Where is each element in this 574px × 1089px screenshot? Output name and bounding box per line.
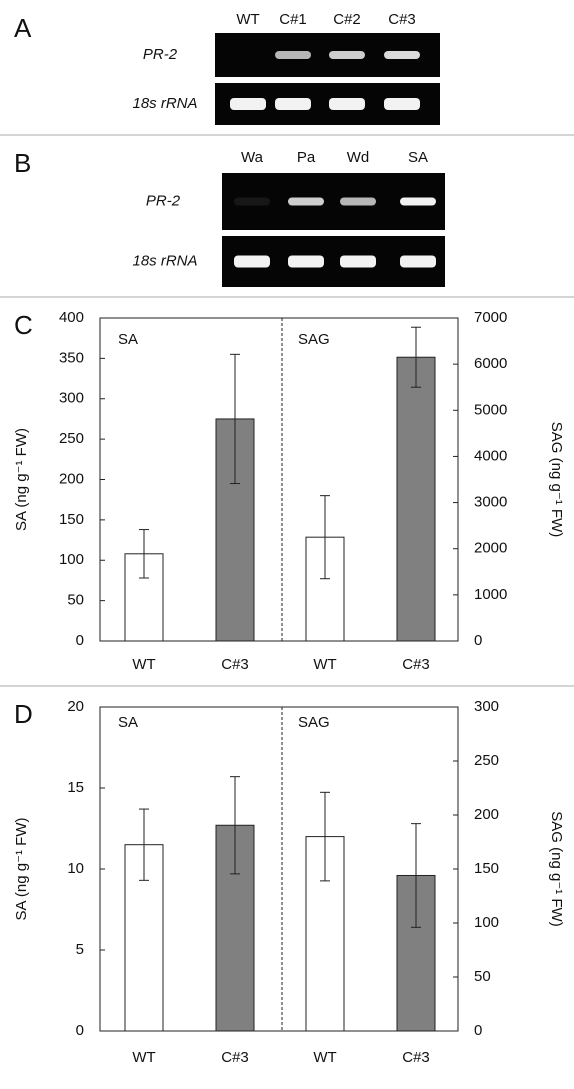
gene-label: PR-2 bbox=[146, 192, 181, 209]
gel-band bbox=[234, 197, 270, 206]
x-tick-label: C#3 bbox=[402, 656, 430, 673]
gel-band bbox=[329, 51, 365, 59]
y-tick-label: 50 bbox=[67, 592, 84, 609]
y2-tick-label: 5000 bbox=[474, 401, 507, 418]
gel-band bbox=[275, 51, 311, 59]
gel-band bbox=[384, 51, 420, 59]
y-tick-label: 10 bbox=[67, 860, 84, 877]
y2-tick-label: 2000 bbox=[474, 540, 507, 557]
gel-band bbox=[400, 197, 436, 206]
y-tick-label: 5 bbox=[76, 941, 84, 958]
y-tick-label: 0 bbox=[76, 632, 84, 649]
y2-axis-title: SAG (ng g⁻¹ FW) bbox=[548, 811, 565, 926]
y-tick-label: 100 bbox=[59, 551, 84, 568]
y-tick-label: 300 bbox=[59, 390, 84, 407]
series-label: SAG bbox=[298, 331, 330, 348]
y2-tick-label: 50 bbox=[474, 968, 491, 985]
gene-label: 18s rRNA bbox=[132, 252, 197, 269]
lane-label: Pa bbox=[297, 149, 316, 166]
y-tick-label: 400 bbox=[59, 309, 84, 326]
y2-tick-label: 7000 bbox=[474, 309, 507, 326]
panel-label: D bbox=[14, 699, 33, 729]
y2-tick-label: 3000 bbox=[474, 494, 507, 511]
gene-label: 18s rRNA bbox=[132, 95, 197, 112]
gel-band bbox=[329, 98, 365, 110]
lane-label: Wd bbox=[347, 149, 370, 166]
y-tick-label: 15 bbox=[67, 779, 84, 796]
y-tick-label: 250 bbox=[59, 430, 84, 447]
y-tick-label: 200 bbox=[59, 470, 84, 487]
lane-label: SA bbox=[408, 149, 428, 166]
gel-band bbox=[400, 255, 436, 268]
y2-tick-label: 100 bbox=[474, 914, 499, 931]
y2-tick-label: 150 bbox=[474, 860, 499, 877]
gel-band bbox=[340, 255, 376, 268]
x-tick-label: WT bbox=[313, 1049, 336, 1066]
x-tick-label: WT bbox=[132, 656, 155, 673]
y-tick-label: 0 bbox=[76, 1022, 84, 1039]
gel-band bbox=[340, 197, 376, 206]
y-tick-label: 20 bbox=[67, 698, 84, 715]
series-label: SAG bbox=[298, 714, 330, 731]
y2-tick-label: 0 bbox=[474, 1022, 482, 1039]
lane-label: C#3 bbox=[388, 11, 416, 28]
y2-tick-label: 4000 bbox=[474, 447, 507, 464]
gel-band bbox=[234, 255, 270, 268]
gel-band bbox=[275, 98, 311, 110]
y2-tick-label: 200 bbox=[474, 806, 499, 823]
x-tick-label: WT bbox=[313, 656, 336, 673]
y-axis-title: SA (ng g⁻¹ FW) bbox=[13, 818, 30, 921]
x-tick-label: WT bbox=[132, 1049, 155, 1066]
y-tick-label: 350 bbox=[59, 349, 84, 366]
x-tick-label: C#3 bbox=[221, 1049, 249, 1066]
y-tick-label: 150 bbox=[59, 511, 84, 528]
gene-label: PR-2 bbox=[143, 46, 178, 63]
y2-tick-label: 1000 bbox=[474, 586, 507, 603]
x-tick-label: C#3 bbox=[221, 656, 249, 673]
panel-label: B bbox=[14, 148, 31, 178]
gel-band bbox=[288, 255, 324, 268]
y2-tick-label: 6000 bbox=[474, 355, 507, 372]
lane-label: Wa bbox=[241, 149, 264, 166]
y2-axis-title: SAG (ng g⁻¹ FW) bbox=[548, 422, 565, 537]
lane-label: WT bbox=[236, 11, 259, 28]
series-label: SA bbox=[118, 714, 138, 731]
series-label: SA bbox=[118, 331, 138, 348]
lane-label: C#1 bbox=[279, 11, 307, 28]
gel-band bbox=[288, 197, 324, 206]
gel-band bbox=[384, 98, 420, 110]
y-axis-title: SA (ng g⁻¹ FW) bbox=[13, 428, 30, 531]
panel-label: C bbox=[14, 310, 33, 340]
panel-label: A bbox=[14, 13, 32, 43]
x-tick-label: C#3 bbox=[402, 1049, 430, 1066]
bar bbox=[396, 356, 436, 642]
y2-tick-label: 0 bbox=[474, 632, 482, 649]
lane-label: C#2 bbox=[333, 11, 361, 28]
gel-band bbox=[230, 98, 266, 110]
y2-tick-label: 300 bbox=[474, 698, 499, 715]
y2-tick-label: 250 bbox=[474, 752, 499, 769]
